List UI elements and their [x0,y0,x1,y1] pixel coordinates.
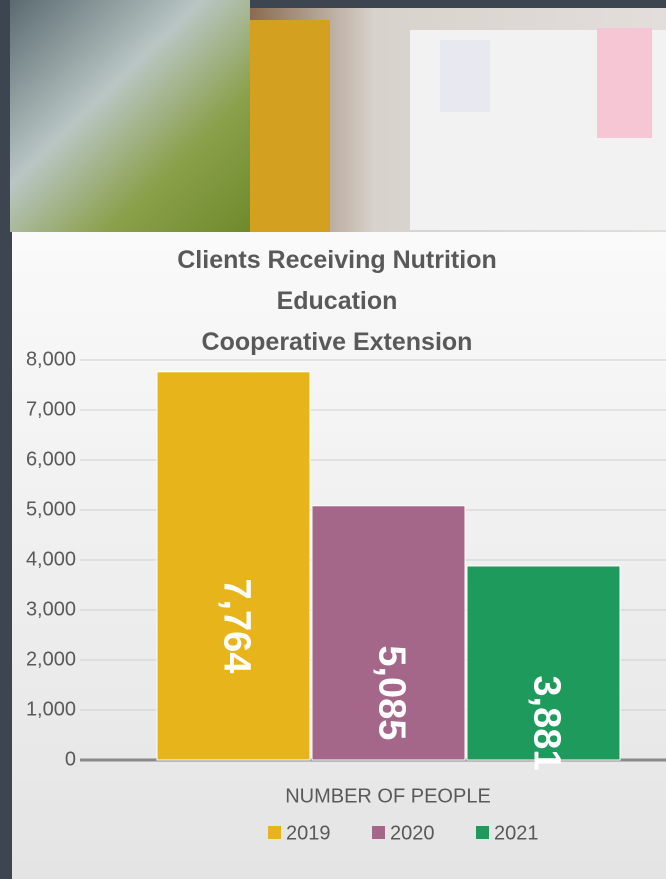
y-tick-label: 8,000 [26,348,76,370]
y-tick-label: 1,000 [26,698,76,720]
chart-title-box: Clients Receiving Nutrition Education Co… [137,240,537,363]
y-tick-label: 0 [65,748,76,770]
screenshot: 0 1,000 2,000 3,000 4,000 5,000 6,000 7,000 8,00… [0,0,666,879]
y-tick-label: 3,000 [26,598,76,620]
photo-grass [10,0,250,232]
poster [250,20,330,232]
chart: 0 1,000 2,000 3,000 4,000 5,000 6,000 7,000 8,00… [0,0,666,879]
legend-label: 2021 [494,822,539,844]
data-label: 5,085 [370,645,412,740]
bar [157,372,310,760]
y-tick-label: 4,000 [26,548,76,570]
y-tick-label: 5,000 [26,498,76,520]
legend-swatch [268,826,281,839]
legend-label: 2020 [390,822,435,844]
data-label: 3,881 [525,675,567,770]
legend-label: 2019 [286,822,331,844]
data-label: 7,764 [215,578,257,673]
chart-subtitle: Cooperative Extension [137,322,537,363]
y-tick-label: 6,000 [26,448,76,470]
legend-swatch [476,826,489,839]
chart-title: Clients Receiving Nutrition Education [137,240,537,322]
y-tick-label: 7,000 [26,398,76,420]
pink-sheet [597,28,652,138]
flag-sheet [440,40,490,112]
y-tick-label: 2,000 [26,648,76,670]
legend-swatch [372,826,385,839]
x-axis-label: NUMBER OF PEOPLE [285,785,491,807]
